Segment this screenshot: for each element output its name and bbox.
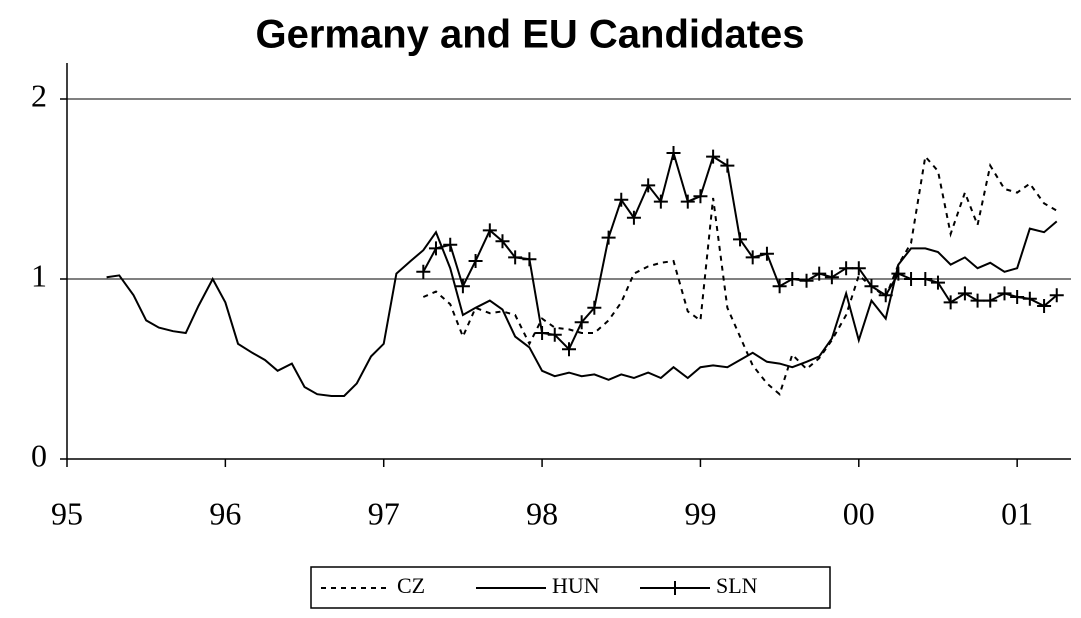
point-marker: [666, 146, 681, 160]
point-marker: [574, 315, 589, 330]
series-line: [422, 154, 1058, 396]
point-marker: [824, 270, 839, 285]
point-marker: [535, 326, 550, 340]
point-marker: [468, 254, 483, 268]
x-tick-label: 01: [1001, 495, 1033, 531]
point-marker: [641, 178, 656, 193]
point-marker: [495, 234, 510, 249]
point-marker: [626, 210, 641, 225]
legend-label: CZ: [397, 573, 425, 598]
legend-marker: [668, 581, 682, 595]
x-tick-label: 99: [684, 495, 716, 531]
point-marker: [785, 272, 800, 286]
point-marker: [759, 246, 774, 261]
point-marker: [1022, 291, 1037, 306]
point-marker: [772, 279, 787, 294]
point-marker: [428, 241, 443, 256]
point-marker: [745, 250, 760, 265]
point-marker: [904, 272, 919, 286]
point-marker: [601, 230, 616, 245]
point-marker: [653, 194, 668, 209]
point-marker: [878, 288, 893, 303]
point-marker: [851, 261, 866, 276]
point-marker: [680, 194, 695, 209]
y-tick-label: 1: [31, 257, 47, 293]
point-marker: [482, 223, 497, 238]
point-marker: [508, 250, 523, 265]
x-tick-label: 96: [209, 495, 241, 531]
point-marker: [562, 342, 576, 357]
point-marker: [614, 192, 629, 207]
point-marker: [706, 149, 721, 164]
legend-label: SLN: [716, 573, 758, 598]
point-marker: [1049, 288, 1064, 303]
point-marker: [957, 286, 972, 301]
point-marker: [455, 279, 470, 294]
y-tick-label: 0: [31, 437, 47, 473]
point-marker: [733, 232, 748, 247]
point-marker: [547, 327, 562, 342]
point-marker: [1010, 290, 1025, 304]
point-marker: [443, 237, 458, 252]
point-marker: [799, 273, 814, 288]
point-marker: [943, 295, 958, 310]
point-marker: [983, 293, 998, 308]
point-marker: [587, 300, 602, 315]
point-marker: [970, 293, 985, 308]
point-marker: [416, 264, 431, 279]
point-marker: [1037, 299, 1052, 313]
series-line: [106, 220, 1058, 397]
point-marker: [891, 266, 906, 281]
series-line: [422, 149, 1058, 351]
point-marker: [839, 261, 854, 276]
legend-label: HUN: [552, 573, 600, 598]
point-marker: [930, 275, 945, 290]
x-tick-label: 98: [526, 495, 558, 531]
y-tick-label: 2: [31, 77, 47, 113]
point-marker: [720, 158, 735, 173]
legend-box: [310, 566, 831, 609]
point-marker: [918, 272, 933, 286]
x-tick-label: 00: [843, 495, 875, 531]
x-tick-label: 95: [51, 495, 83, 531]
point-marker: [997, 286, 1012, 301]
chart-title: Germany and EU Candidates: [255, 13, 804, 57]
point-marker: [864, 279, 879, 294]
point-marker: [522, 252, 537, 267]
x-tick-label: 97: [368, 495, 400, 531]
point-marker: [812, 266, 827, 281]
point-marker: [693, 189, 708, 204]
